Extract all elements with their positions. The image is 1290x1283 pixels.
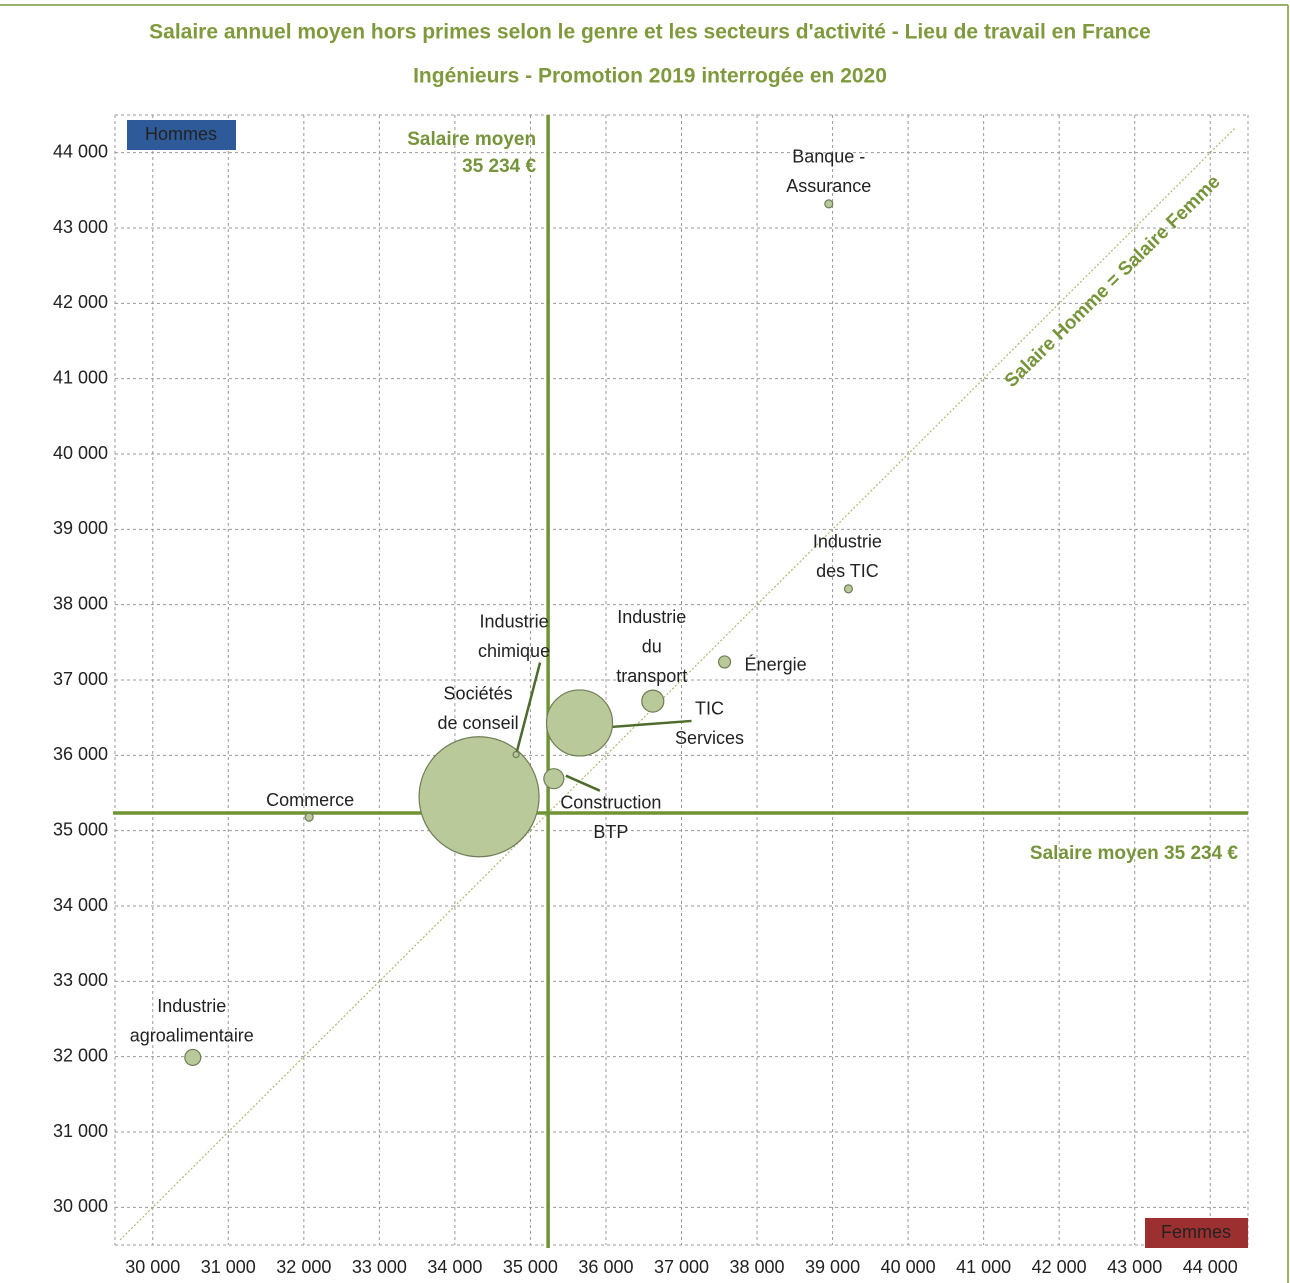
- point-label: Énergie: [745, 655, 807, 675]
- y-tick-label: 30 000: [53, 1196, 108, 1216]
- point-label: Industrie: [617, 607, 686, 627]
- point-label: chimique: [478, 641, 550, 661]
- point-label: TIC: [695, 699, 724, 719]
- x-tick-label: 40 000: [881, 1257, 936, 1277]
- bubble: [641, 689, 665, 713]
- x-tick-label: 38 000: [730, 1257, 785, 1277]
- y-tick-label: 39 000: [53, 518, 108, 538]
- x-tick-label: 35 000: [503, 1257, 558, 1277]
- leader-line: [611, 719, 692, 729]
- point-label: BTP: [593, 822, 628, 842]
- diagonal-label: Salaire Homme = Salaire Femme: [1001, 171, 1225, 391]
- x-axis-label-box: [1145, 1218, 1248, 1248]
- bubble: [824, 199, 834, 209]
- x-tick-label: 41 000: [956, 1257, 1011, 1277]
- point-label: transport: [616, 666, 687, 686]
- point-label: Sociétés: [444, 684, 513, 704]
- point-label: agroalimentaire: [130, 1026, 254, 1046]
- y-axis-label: Hommes: [145, 124, 217, 144]
- point-label: Industrie: [480, 611, 549, 631]
- point-label: de conseil: [438, 713, 519, 733]
- x-tick-label: 30 000: [125, 1257, 180, 1277]
- point-label: Assurance: [786, 176, 871, 196]
- leader-line: [514, 662, 542, 755]
- y-tick-label: 31 000: [53, 1121, 108, 1141]
- bubble: [545, 689, 614, 757]
- point-label: Construction: [560, 792, 661, 812]
- x-tick-label: 36 000: [578, 1257, 633, 1277]
- bubble: [512, 750, 520, 759]
- y-tick-label: 32 000: [53, 1045, 108, 1065]
- leader-line: [565, 774, 601, 792]
- bubble: [717, 655, 732, 669]
- bubble: [843, 584, 854, 594]
- bubble: [543, 768, 565, 790]
- x-tick-label: 34 000: [427, 1257, 482, 1277]
- chart-subtitle: Ingénieurs - Promotion 2019 interrogée e…: [413, 65, 887, 88]
- mean-label: Salaire moyen: [407, 129, 536, 150]
- x-tick-label: 43 000: [1107, 1257, 1162, 1277]
- point-label: Industrie: [813, 532, 882, 552]
- chart-title: Salaire annuel moyen hors primes selon l…: [149, 21, 1151, 44]
- bubble: [418, 736, 540, 858]
- bubble: [184, 1048, 202, 1067]
- y-tick-label: 38 000: [53, 593, 108, 613]
- y-tick-label: 40 000: [53, 443, 108, 463]
- bubble: [304, 812, 314, 822]
- y-tick-label: 35 000: [53, 819, 108, 839]
- mean-label: Salaire moyen 35 234 €: [1030, 843, 1239, 864]
- point-label: Commerce: [266, 790, 354, 810]
- y-tick-label: 43 000: [53, 217, 108, 237]
- y-tick-label: 41 000: [53, 367, 108, 387]
- x-tick-label: 33 000: [352, 1257, 407, 1277]
- y-tick-label: 42 000: [53, 292, 108, 312]
- x-tick-label: 44 000: [1183, 1257, 1238, 1277]
- y-axis-label-box: [127, 120, 236, 150]
- y-tick-label: 44 000: [53, 141, 108, 161]
- point-label: des TIC: [816, 561, 879, 581]
- x-axis-label: Femmes: [1161, 1222, 1231, 1242]
- point-label: du: [642, 636, 662, 656]
- x-tick-label: 39 000: [805, 1257, 860, 1277]
- mean-label: 35 234 €: [462, 156, 536, 177]
- x-tick-label: 37 000: [654, 1257, 709, 1277]
- point-label: Banque -: [792, 147, 865, 167]
- y-tick-label: 34 000: [53, 895, 108, 915]
- y-tick-label: 33 000: [53, 970, 108, 990]
- point-label: Services: [675, 728, 744, 748]
- point-label: Industrie: [157, 996, 226, 1016]
- x-tick-label: 32 000: [276, 1257, 331, 1277]
- x-tick-label: 31 000: [201, 1257, 256, 1277]
- y-tick-label: 37 000: [53, 669, 108, 689]
- diagonal-line: [119, 126, 1237, 1241]
- x-tick-label: 42 000: [1032, 1257, 1087, 1277]
- y-tick-label: 36 000: [53, 744, 108, 764]
